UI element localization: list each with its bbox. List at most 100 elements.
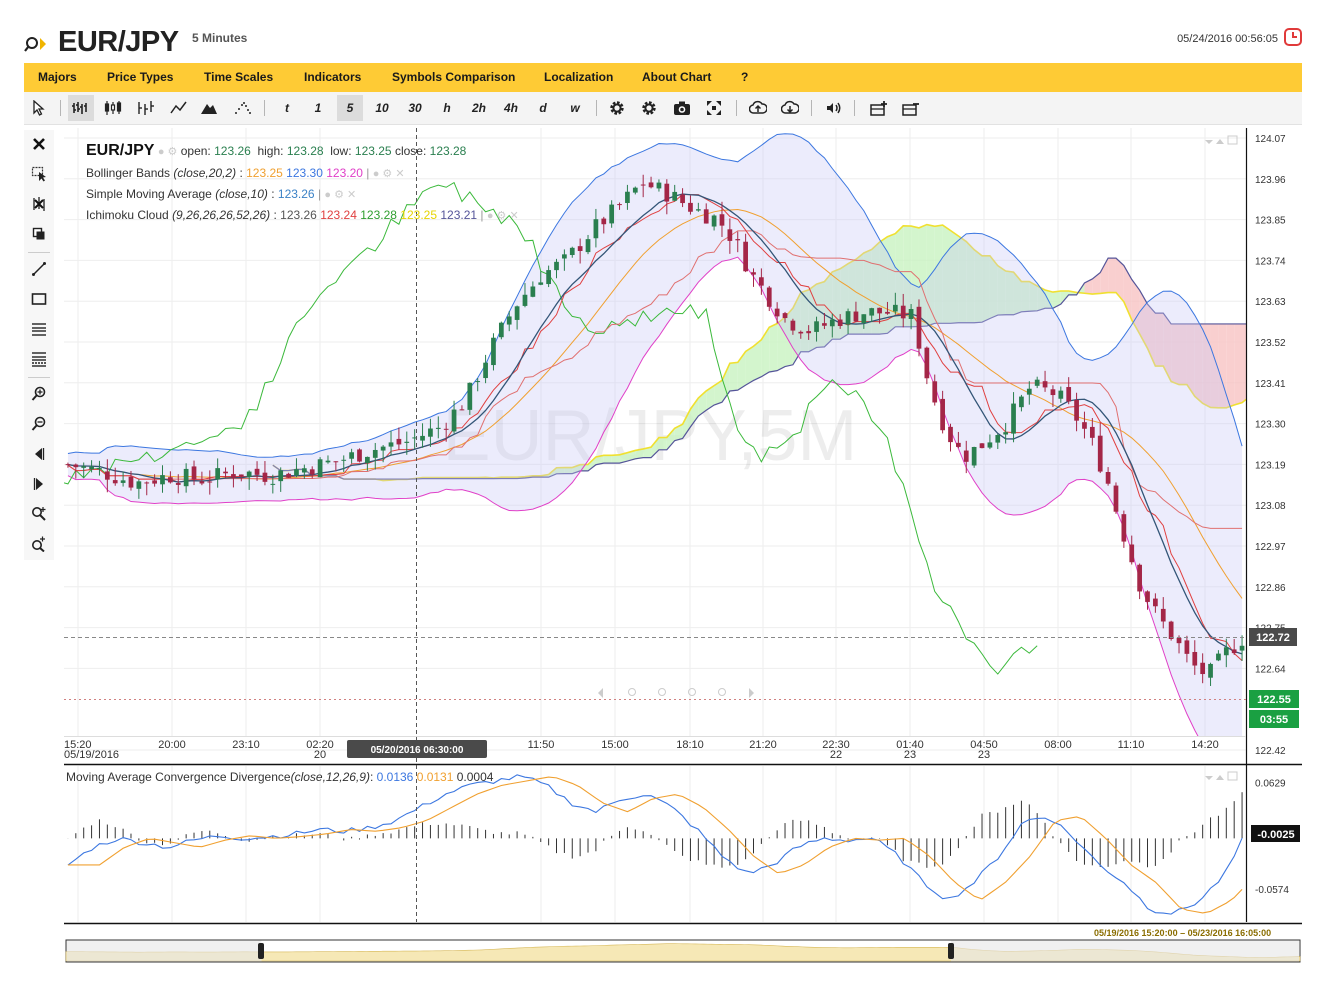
ichi-name: Ichimoku Cloud bbox=[86, 208, 169, 222]
clock-icon[interactable] bbox=[1284, 28, 1302, 46]
range-navigator[interactable] bbox=[65, 939, 1301, 963]
cloud-segment bbox=[1226, 323, 1235, 408]
menu-price-types[interactable]: Price Types bbox=[107, 70, 174, 84]
scroll-left-icon[interactable] bbox=[26, 442, 52, 466]
drawing-tools bbox=[24, 130, 54, 560]
menu-majors[interactable]: Majors bbox=[38, 70, 77, 84]
menu-bar: Majors Price Types Time Scales Indicator… bbox=[24, 63, 1302, 92]
audio-icon[interactable] bbox=[821, 95, 847, 121]
crosshair-time-label: 05/20/2016 06:30:00 bbox=[371, 745, 464, 756]
menu-help[interactable]: ? bbox=[741, 70, 749, 84]
zoom-out-icon[interactable] bbox=[26, 412, 52, 436]
y-tick-label: 123.19 bbox=[1255, 460, 1286, 471]
menu-symbols-comparison[interactable]: Symbols Comparison bbox=[392, 70, 516, 84]
period-2h[interactable]: 2h bbox=[471, 101, 486, 115]
mountain-chart-icon[interactable] bbox=[196, 95, 222, 121]
ohlc-chart-icon[interactable] bbox=[68, 95, 94, 121]
gear-alt-icon[interactable] bbox=[636, 95, 662, 121]
x-tick-label: 04:50 bbox=[970, 739, 998, 751]
select-icon[interactable] bbox=[26, 162, 52, 186]
candle-body bbox=[940, 398, 945, 431]
bb-fill bbox=[67, 133, 1243, 736]
point-chart-icon[interactable] bbox=[230, 95, 256, 121]
candle-body bbox=[680, 194, 685, 204]
download-icon[interactable] bbox=[777, 95, 803, 121]
ichi-controls-icon[interactable]: ● ⚙ ✕ bbox=[486, 210, 519, 222]
clone-icon[interactable] bbox=[26, 222, 52, 246]
eye-icon[interactable]: ● ⚙ bbox=[157, 146, 178, 158]
fib-ext-icon[interactable] bbox=[26, 347, 52, 371]
period-week[interactable]: w bbox=[570, 101, 580, 115]
search-icon[interactable] bbox=[24, 34, 48, 54]
range-handle-right[interactable] bbox=[948, 943, 954, 959]
range-handle-left[interactable] bbox=[258, 943, 264, 959]
candle-body bbox=[341, 459, 347, 461]
remove-chart-icon[interactable] bbox=[898, 95, 924, 121]
candle-body bbox=[459, 409, 465, 411]
candle-body bbox=[1074, 400, 1079, 421]
candle-body bbox=[1129, 544, 1135, 563]
upload-icon[interactable] bbox=[745, 95, 771, 121]
cloud-segment bbox=[911, 226, 919, 327]
x-tick-sublabel: 22 bbox=[830, 749, 842, 761]
macd-name: Moving Average Convergence Divergence bbox=[66, 770, 291, 784]
panel-controls[interactable] bbox=[1205, 135, 1238, 781]
candle-body bbox=[782, 313, 788, 319]
candle-body bbox=[1019, 396, 1024, 408]
x-tick-sublabel: 23 bbox=[978, 749, 990, 761]
camera-icon[interactable] bbox=[669, 95, 695, 121]
candle-body bbox=[223, 471, 228, 474]
crosshair-out-icon[interactable] bbox=[26, 532, 52, 556]
fullscreen-icon[interactable] bbox=[701, 95, 727, 121]
candle-body bbox=[246, 471, 252, 478]
macd-axis: 0.0629 -0.0574 bbox=[1255, 779, 1289, 896]
period-day[interactable]: d bbox=[539, 101, 547, 115]
pointer-icon[interactable] bbox=[26, 95, 52, 121]
period-5m[interactable]: 5 bbox=[337, 95, 363, 121]
cloud-segment bbox=[903, 225, 912, 327]
y-tick-label: 122.86 bbox=[1255, 583, 1286, 594]
macd-tick-label: -0.0574 bbox=[1255, 885, 1289, 896]
candle-body bbox=[829, 319, 835, 327]
menu-indicators[interactable]: Indicators bbox=[304, 70, 362, 84]
cloud-segment bbox=[714, 380, 722, 406]
candle-body bbox=[1176, 637, 1182, 644]
menu-localization[interactable]: Localization bbox=[544, 70, 614, 84]
period-30m[interactable]: 30 bbox=[408, 101, 422, 115]
range-label: 05/19/2016 15:20:00 – 05/23/2016 16:05:0… bbox=[1094, 928, 1272, 938]
menu-time-scales[interactable]: Time Scales bbox=[204, 70, 274, 84]
candle-body bbox=[238, 474, 244, 477]
zoom-in-icon[interactable] bbox=[26, 382, 52, 406]
delete-icon[interactable] bbox=[26, 192, 52, 216]
hlc-chart-icon[interactable] bbox=[132, 95, 158, 121]
line-chart-icon[interactable] bbox=[166, 95, 192, 121]
candle-body bbox=[1200, 662, 1206, 675]
period-tick[interactable]: t bbox=[285, 101, 289, 115]
fib-icon[interactable] bbox=[26, 317, 52, 341]
rect-icon[interactable] bbox=[26, 287, 52, 311]
period-1h[interactable]: h bbox=[443, 101, 451, 115]
candlestick-chart-icon[interactable] bbox=[100, 95, 126, 121]
period-10m[interactable]: 10 bbox=[375, 101, 389, 115]
gear-icon[interactable] bbox=[604, 95, 630, 121]
candle-body bbox=[569, 247, 575, 256]
scroll-right-icon[interactable] bbox=[26, 472, 52, 496]
menu-about-chart[interactable]: About Chart bbox=[642, 70, 712, 84]
add-chart-icon[interactable] bbox=[866, 95, 892, 121]
cloud-segment bbox=[1186, 323, 1195, 397]
period-1m[interactable]: 1 bbox=[314, 101, 322, 115]
bb-controls-icon[interactable]: ● ⚙ ✕ bbox=[372, 168, 405, 180]
price-candles bbox=[65, 174, 1245, 686]
candle-body bbox=[372, 449, 378, 458]
line-icon[interactable] bbox=[26, 257, 52, 281]
y-tick-label: 122.42 bbox=[1255, 746, 1286, 757]
period-4h[interactable]: 4h bbox=[503, 101, 518, 115]
candle-body bbox=[1097, 435, 1103, 472]
close-icon[interactable] bbox=[26, 132, 52, 156]
candle-body bbox=[735, 239, 741, 241]
y-tick-label: 123.63 bbox=[1255, 297, 1286, 308]
crosshair-in-icon[interactable] bbox=[26, 502, 52, 526]
sma-controls-icon[interactable]: ● ⚙ ✕ bbox=[324, 189, 357, 201]
candle-body bbox=[144, 482, 150, 484]
